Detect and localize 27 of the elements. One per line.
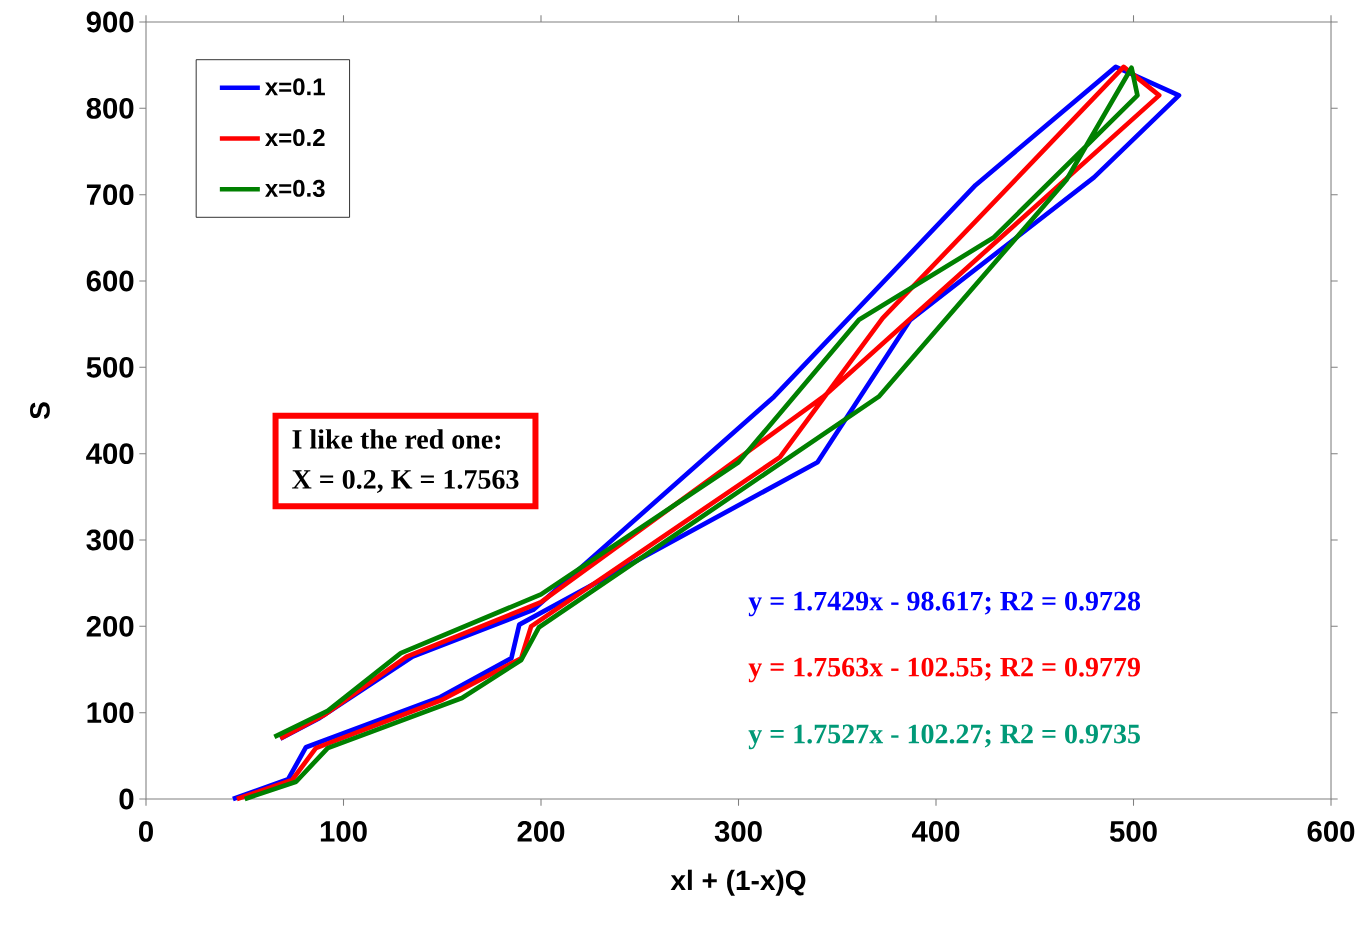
legend-label: x=0.1	[265, 78, 325, 96]
annotation: I like the red one:	[292, 429, 501, 449]
y-tick-label: 500	[86, 356, 134, 378]
y-tick-label: 900	[86, 11, 134, 33]
y-axis-title: S	[30, 402, 50, 420]
y-tick-label: 800	[86, 97, 134, 119]
x-tick-label: 300	[714, 821, 762, 842]
y-tick-label: 100	[87, 702, 134, 724]
annotation: y = 1.7429x - 98.617; R2 = 0.9728	[748, 591, 1141, 617]
annotation: y = 1.7563x - 102.55; R2 = 0.9779	[748, 657, 1140, 683]
x-tick-label: 0	[138, 821, 153, 842]
x-tick-label: 600	[1307, 821, 1355, 842]
legend-label: x=0.3	[265, 179, 325, 197]
y-tick-label: 0	[119, 788, 134, 810]
legend-label: x=0.2	[265, 129, 325, 147]
annotation: X = 0.2, K = 1.7563	[292, 469, 519, 493]
y-tick-label: 400	[86, 443, 134, 465]
annotation: y = 1.7527x - 102.27; R2 = 0.9735	[748, 724, 1140, 750]
x-tick-label: 400	[911, 821, 960, 842]
x-tick-label: 100	[320, 821, 367, 842]
y-tick-label: 600	[86, 270, 134, 292]
x-tick-label: 500	[1109, 821, 1157, 842]
y-tick-label: 300	[86, 529, 134, 551]
y-tick-label: 700	[86, 184, 134, 206]
x-axis-title: xl + (1-x)Q	[670, 869, 806, 896]
y-tick-label: 200	[86, 615, 134, 637]
x-tick-label: 200	[517, 821, 565, 842]
